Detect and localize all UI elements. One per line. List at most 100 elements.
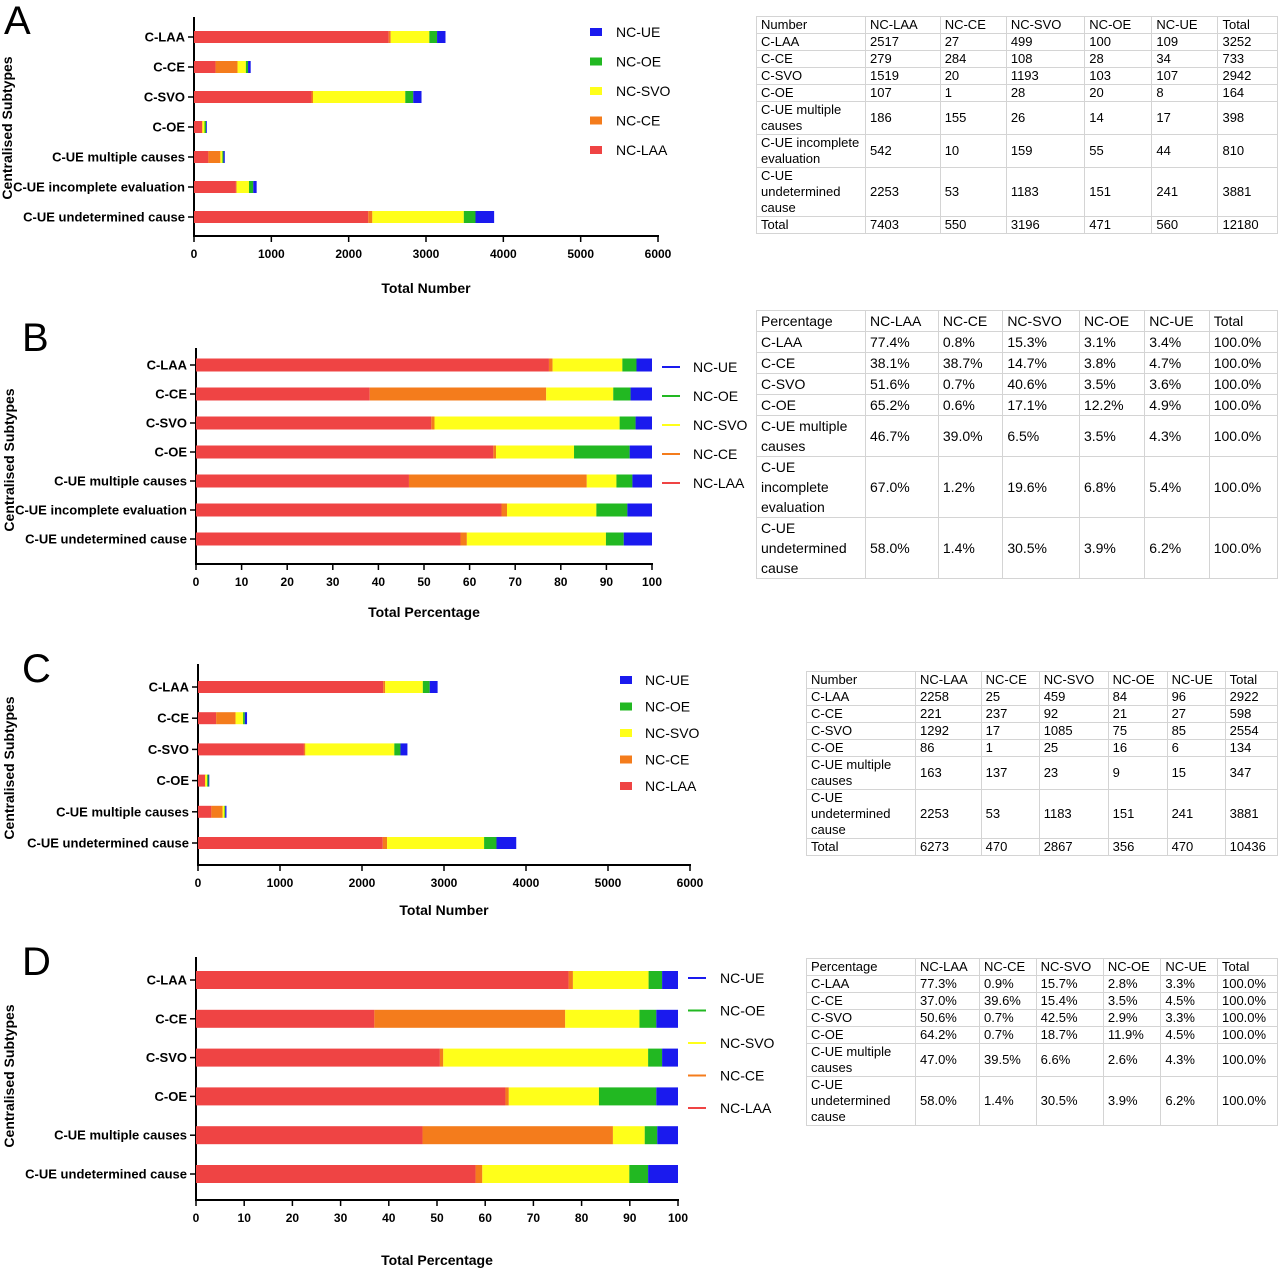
bar-nc-laa-c-laa [198, 681, 384, 693]
table-cell: 1.4% [979, 1076, 1037, 1126]
bar-nc-laa-c-ce [198, 712, 217, 725]
table-cell: 3881 [1224, 789, 1279, 839]
table-cell: 3.9% [1102, 1076, 1162, 1126]
table-cell: 100.0% [1208, 352, 1279, 374]
table-cell: 100.0% [1216, 975, 1279, 993]
legend-label-nc-oe: NC-OE [693, 388, 738, 404]
bar-nc-oe-c-laa [622, 358, 637, 372]
table-cell: 3252 [1217, 33, 1278, 51]
table-cell: 16 [1107, 739, 1168, 757]
x-tick-label: 3000 [413, 247, 440, 261]
table-cell: 15.7% [1035, 975, 1104, 993]
bar-nc-ue-c-ue-multiple-causes [657, 1126, 678, 1145]
table-cell: 8 [1151, 84, 1219, 102]
table-row: C-CE 37.0% 39.6% 15.4% 3.5% 4.5% 100.0% [806, 992, 1279, 1010]
table-cell: 2517 [865, 33, 941, 51]
bar-nc-ce-c-oe [505, 1087, 509, 1106]
table-cell: 1 [939, 84, 1007, 102]
bar-nc-ce-c-ue-multiple-causes [422, 1126, 613, 1145]
bar-nc-ue-c-ue-undetermined-cause [475, 211, 495, 223]
bar-nc-svo-c-laa [385, 681, 423, 693]
table-cell: 459 [1038, 688, 1109, 706]
x-tick-label: 1000 [267, 876, 294, 890]
x-tick-label: 70 [527, 1211, 541, 1225]
bar-nc-oe-c-ue-undetermined-cause [605, 532, 624, 546]
table-cell: 10 [939, 134, 1007, 168]
bar-nc-ce-c-svo [439, 1048, 444, 1067]
table-cell: 58.0% [915, 1076, 980, 1126]
table-cell: 151 [1084, 167, 1153, 217]
table-cell: 237 [980, 705, 1040, 723]
table-cell: 356 [1107, 838, 1168, 856]
bar-nc-oe-c-ue-undetermined-cause [484, 837, 497, 849]
table-cell: 3.3% [1160, 975, 1218, 993]
legend-label-nc-laa: NC-LAA [720, 1100, 772, 1116]
table-row: C-SVO 51.6% 0.7% 40.6% 3.5% 3.6% 100.0% [756, 373, 1279, 395]
table-cell: 1183 [1005, 167, 1086, 217]
bar-nc-ce-c-laa [568, 971, 573, 989]
legend-swatch-nc-oe [590, 57, 602, 66]
table-cell: 65.2% [865, 394, 939, 416]
table-cell: 1292 [915, 722, 982, 740]
table-header-cell: NC-SVO [1005, 16, 1086, 34]
table-cell: 30.5% [1002, 517, 1080, 579]
table-cell: 3881 [1217, 167, 1278, 217]
table-row: Total 7403 550 3196 471 560 12180 [756, 216, 1278, 234]
table-cell: 598 [1224, 705, 1279, 723]
table-cell: 46.7% [865, 415, 939, 457]
bar-nc-ce-c-laa [388, 31, 391, 43]
table-cell: 92 [1038, 705, 1109, 723]
bar-nc-laa-c-ue-incomplete-evaluation [194, 181, 236, 193]
bar-nc-laa-c-laa [196, 971, 569, 989]
table-cell: 23 [1038, 756, 1109, 790]
table-cell: 85 [1166, 722, 1226, 740]
table-cell: 58.0% [865, 517, 939, 579]
table-row: C-UE incomplete evaluation 542 10 159 55 44 81… [756, 134, 1278, 168]
bar-nc-svo-c-oe [205, 774, 208, 787]
bar-nc-laa-c-svo [198, 743, 304, 756]
table-cell: 3.3% [1160, 1009, 1218, 1027]
category-label: C-SVO [148, 742, 189, 757]
table-cell: 27 [1166, 705, 1226, 723]
bar-nc-ce-c-ue-incomplete-evaluation [235, 181, 237, 193]
table-row: C-UE multiple causes 47.0% 39.5% 6.6% 2.6% 4.… [806, 1043, 1279, 1077]
bar-nc-ce-c-ce [374, 1009, 566, 1028]
table-cell: 12.2% [1078, 394, 1146, 416]
table-cell: 6.8% [1078, 456, 1146, 518]
table-cell: 109 [1151, 33, 1219, 51]
bar-nc-ce-c-ue-multiple-causes [408, 474, 587, 488]
table-row-label: C-LAA [806, 975, 916, 993]
category-label: C-OE [155, 1089, 188, 1104]
bar-nc-ce-c-svo [303, 743, 306, 756]
x-tick-label: 6000 [677, 876, 704, 890]
table-cell: 151 [1107, 789, 1168, 839]
table-cell: 18.7% [1035, 1026, 1104, 1044]
x-tick-label: 20 [281, 575, 295, 589]
legend-swatch-nc-ce [590, 116, 602, 125]
table-row: C-UE multiple causes 46.7% 39.0% 6.5% 3.5% 4.… [756, 415, 1279, 457]
table-cell: 7403 [865, 216, 941, 234]
table-cell: 86 [915, 739, 982, 757]
table-cell: 155 [939, 101, 1007, 135]
table-cell: 100.0% [1208, 394, 1279, 416]
x-tick-label: 20 [286, 1211, 300, 1225]
table-cell: 241 [1151, 167, 1219, 217]
panel-letter: A [4, 0, 31, 43]
table-cell: 2253 [915, 789, 982, 839]
legend-label-nc-ue: NC-UE [616, 24, 660, 40]
table-cell: 103 [1084, 67, 1153, 85]
table-header-cell: NC-UE [1144, 310, 1210, 332]
table-row: C-LAA 77.3% 0.9% 15.7% 2.8% 3.3% 100.0% [806, 975, 1279, 993]
table-row: C-OE 86 1 25 16 6 134 [806, 739, 1279, 757]
bar-nc-svo-c-ue-multiple-causes [222, 805, 225, 818]
category-label: C-LAA [145, 30, 186, 45]
x-tick-label: 5000 [595, 876, 622, 890]
bar-nc-ue-c-ce [248, 61, 251, 73]
bar-nc-ue-c-ue-undetermined-cause [623, 532, 652, 546]
bar-nc-ue-c-svo [662, 1048, 678, 1067]
table-row: C-SVO 1292 17 1085 75 85 2554 [806, 722, 1279, 740]
table-cell: 0.8% [937, 331, 1004, 353]
table-cell: 2258 [915, 688, 982, 706]
table-cell: 14.7% [1002, 352, 1080, 374]
bar-nc-ue-c-ue-multiple-causes [632, 474, 652, 488]
